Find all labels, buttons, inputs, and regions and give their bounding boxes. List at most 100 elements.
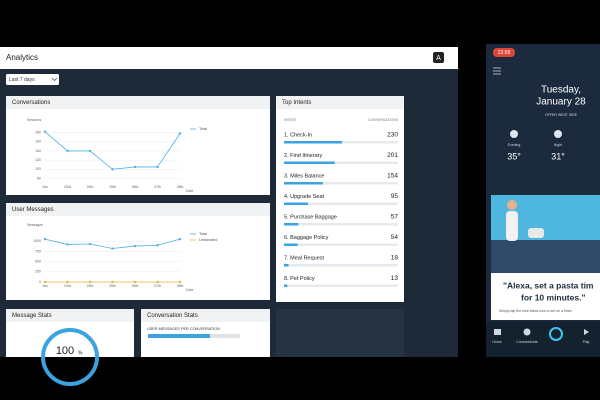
data-point <box>66 243 69 246</box>
card-title: Conversations <box>12 100 50 106</box>
y-axis-label: Sessions <box>27 118 41 122</box>
card-top-intents <box>276 96 404 302</box>
intent-bar <box>284 182 323 185</box>
weather-temp: 35° <box>507 151 521 161</box>
x-tick-label: 25th <box>109 284 116 288</box>
x-tick-label: 23rd <box>64 185 71 189</box>
pot <box>528 228 544 238</box>
intent-value: 57 <box>391 214 399 221</box>
menu-icon[interactable] <box>493 67 501 75</box>
card-header <box>6 203 270 216</box>
intent-label: 4. Upgrade Seat <box>284 194 325 200</box>
bottom-nav <box>486 322 600 357</box>
time: 22:58 <box>498 50 511 56</box>
nav-label[interactable]: Home <box>492 340 501 344</box>
intent-label: 7. Meal Request <box>284 255 325 261</box>
intent-value: 18 <box>391 255 399 262</box>
y-tick-label: 500 <box>35 260 41 264</box>
data-point <box>133 165 137 169</box>
x-tick-label: 24th <box>87 284 94 288</box>
x-tick-label: 23rd <box>64 284 71 288</box>
nav-label[interactable]: Play <box>583 340 590 344</box>
intent-label: 6. Baggage Policy <box>284 235 329 241</box>
y-tick-label: 120 <box>35 158 41 162</box>
card-line: "Alexa, set a pasta tim <box>503 280 594 290</box>
data-point <box>43 280 47 284</box>
intent-label: 1. Check-In <box>284 132 312 138</box>
avatar[interactable] <box>433 52 444 63</box>
filter-dropdown[interactable] <box>6 74 59 85</box>
column-header: INTENT <box>284 118 298 122</box>
stat-unit: % <box>78 350 83 356</box>
alexa-button[interactable] <box>549 327 563 341</box>
y-tick-label: 250 <box>35 270 41 274</box>
intent-value: 230 <box>387 132 398 139</box>
x-axis-label: Date <box>186 189 193 193</box>
intent-track <box>284 202 398 205</box>
intent-track <box>284 161 398 164</box>
progress-ring <box>41 328 99 386</box>
stat-subtitle: USER MESSAGES PER CONVERSATION <box>147 327 220 331</box>
card-title: Top Intents <box>282 100 311 106</box>
x-tick-label: 26th <box>132 284 139 288</box>
y-tick-label: 140 <box>35 149 41 153</box>
intent-bar <box>284 202 308 205</box>
intent-value: 201 <box>387 152 398 159</box>
intent-track <box>284 223 398 226</box>
data-point <box>133 280 137 284</box>
data-point <box>178 132 182 135</box>
x-tick-label: 27th <box>154 185 161 189</box>
y-tick-label: 750 <box>35 249 41 253</box>
data-point <box>178 237 182 241</box>
data-point <box>88 280 92 284</box>
y-tick-label: 100 <box>35 167 41 171</box>
intent-track <box>284 264 398 267</box>
x-tick-label: 28th <box>177 284 184 288</box>
y-tick-label: 180 <box>35 131 41 135</box>
card-conversations <box>6 96 270 195</box>
header-title: Analytics <box>6 53 38 62</box>
empty-card <box>276 309 404 357</box>
weather-icon <box>554 130 562 138</box>
card-hint: Simply tap the blue Alexa icon to set on… <box>499 309 573 313</box>
x-tick-label: 27th <box>154 284 161 288</box>
legend-label: Total <box>199 127 207 131</box>
nav-label[interactable]: Communicate <box>516 340 538 344</box>
intent-bar <box>284 243 298 246</box>
data-point <box>156 165 159 169</box>
data-point <box>43 130 47 133</box>
data-point <box>88 149 92 153</box>
x-tick-label: 25th <box>109 185 116 189</box>
y-tick-label: 1000 <box>33 239 41 243</box>
nav-icon[interactable] <box>494 329 501 335</box>
data-point <box>156 280 159 284</box>
card-title: Message Stats <box>12 313 52 319</box>
x-tick-label: Jan <box>42 284 48 288</box>
data-point <box>43 237 47 241</box>
card-title: Conversation Stats <box>147 313 198 319</box>
data-point <box>66 149 69 153</box>
date: January 28 <box>536 97 586 108</box>
y-tick-label: 0 <box>39 280 41 284</box>
nav-icon[interactable] <box>523 328 531 336</box>
x-tick-label: 24th <box>87 185 94 189</box>
intent-label: 8. Pet Policy <box>284 276 315 282</box>
intent-label: 3. Miles Balance <box>284 173 324 179</box>
card-header <box>141 309 270 322</box>
card-line: for 10 minutes." <box>521 292 586 302</box>
y-tick-label: 80 <box>37 176 41 180</box>
time-pill <box>493 48 515 57</box>
intent-bar <box>284 284 288 287</box>
data-point <box>111 247 114 250</box>
counter <box>491 240 600 273</box>
intent-bar <box>284 141 342 144</box>
stat-value: 100 <box>56 345 74 357</box>
data-point <box>156 244 159 247</box>
card-header <box>6 309 134 322</box>
nav-icon[interactable] <box>584 329 589 335</box>
intent-value: 13 <box>391 275 399 282</box>
intent-value: 54 <box>391 234 399 241</box>
intent-label: 5. Purchase Baggage <box>284 214 337 220</box>
intent-value: 154 <box>387 173 398 180</box>
